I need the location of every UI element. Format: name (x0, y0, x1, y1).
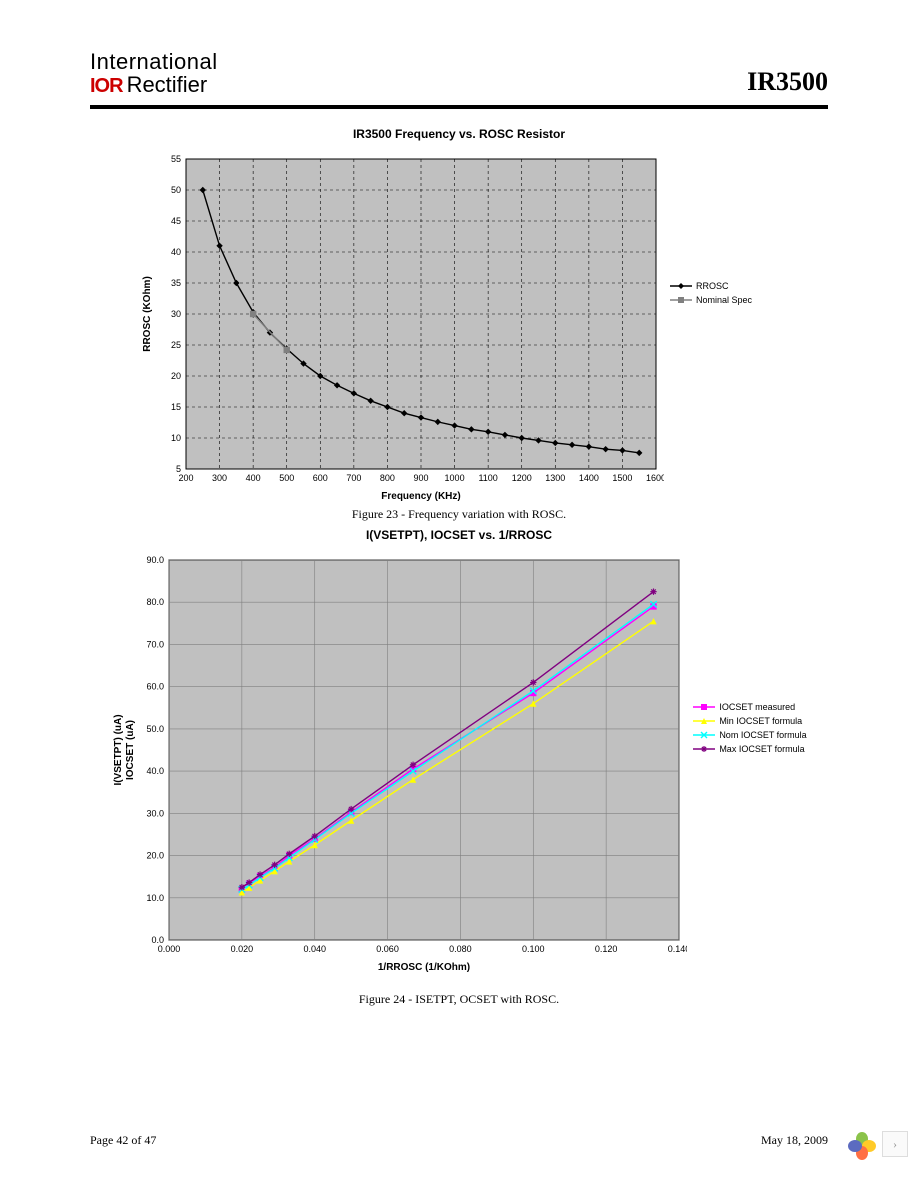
svg-text:600: 600 (313, 473, 328, 483)
svg-text:50.0: 50.0 (147, 724, 165, 734)
legend-item: IOCSET measured (693, 702, 806, 712)
svg-text:800: 800 (380, 473, 395, 483)
svg-text:30: 30 (171, 309, 181, 319)
svg-text:1600: 1600 (646, 473, 664, 483)
legend-label: RROSC (696, 281, 729, 291)
company-logo: International IOR Rectifier (90, 50, 218, 97)
legend-item: RROSC (670, 281, 780, 291)
logo-rectifier: Rectifier (127, 73, 208, 96)
svg-text:0.040: 0.040 (304, 944, 327, 954)
svg-text:70.0: 70.0 (147, 640, 165, 650)
svg-text:0.000: 0.000 (158, 944, 181, 954)
legend-item: Nominal Spec (670, 295, 780, 305)
svg-text:60.0: 60.0 (147, 682, 165, 692)
svg-text:80.0: 80.0 (147, 597, 165, 607)
svg-text:0.100: 0.100 (522, 944, 545, 954)
footer-date: May 18, 2009 (761, 1133, 828, 1148)
svg-text:40: 40 (171, 247, 181, 257)
legend-item: Nom IOCSET formula (693, 730, 806, 740)
svg-text:1/RROSC (1/KOhm): 1/RROSC (1/KOhm) (378, 962, 470, 973)
legend-label: Min IOCSET formula (719, 716, 802, 726)
logo-ior: IOR (90, 76, 123, 97)
chart2-legend: IOCSET measured Min IOCSET formula Nom IOC… (693, 702, 806, 758)
svg-text:0.060: 0.060 (377, 944, 400, 954)
chart2-title: I(VSETPT), IOCSET vs. 1/RROSC (90, 528, 828, 542)
svg-text:55: 55 (171, 154, 181, 164)
svg-text:1100: 1100 (478, 473, 497, 483)
legend-label: Nominal Spec (696, 295, 752, 305)
svg-text:200: 200 (178, 473, 193, 483)
svg-text:500: 500 (279, 473, 294, 483)
svg-text:10.0: 10.0 (147, 893, 165, 903)
header-rule (90, 105, 828, 109)
svg-text:40.0: 40.0 (147, 766, 165, 776)
svg-text:50: 50 (171, 185, 181, 195)
svg-text:35: 35 (171, 278, 181, 288)
legend-label: IOCSET measured (719, 702, 795, 712)
page-header: International IOR Rectifier IR3500 (90, 50, 828, 97)
chevron-right-icon: › (893, 1137, 897, 1152)
chart1-legend: RROSC Nominal Spec (670, 281, 780, 309)
svg-text:0.120: 0.120 (595, 944, 618, 954)
svg-text:0.0: 0.0 (152, 935, 165, 945)
svg-text:Frequency (KHz): Frequency (KHz) (381, 491, 460, 502)
legend-item: Min IOCSET formula (693, 716, 806, 726)
chart1-caption: Figure 23 - Frequency variation with ROS… (90, 507, 828, 522)
svg-text:0.140: 0.140 (668, 944, 687, 954)
svg-text:20.0: 20.0 (147, 851, 165, 861)
flower-icon[interactable] (848, 1130, 876, 1158)
svg-text:25: 25 (171, 340, 181, 350)
svg-text:10: 10 (171, 433, 181, 443)
svg-text:1200: 1200 (512, 473, 532, 483)
svg-text:45: 45 (171, 216, 181, 226)
legend-item: Max IOCSET formula (693, 744, 806, 754)
svg-text:700: 700 (346, 473, 361, 483)
page-footer: Page 42 of 47 May 18, 2009 (90, 1133, 828, 1148)
logo-line1: International (90, 50, 218, 73)
svg-text:90.0: 90.0 (147, 555, 165, 565)
svg-text:900: 900 (413, 473, 428, 483)
chart2-plot: 0.000 0.020 0.040 0.060 0.080 0.100 0.120 0.140… (111, 552, 687, 980)
page-number: Page 42 of 47 (90, 1133, 156, 1148)
svg-text:400: 400 (246, 473, 261, 483)
legend-label: Max IOCSET formula (719, 744, 804, 754)
svg-text:1000: 1000 (445, 473, 465, 483)
svg-text:1300: 1300 (545, 473, 565, 483)
chart2-container: 0.000 0.020 0.040 0.060 0.080 0.100 0.120 0.140… (90, 552, 828, 980)
svg-text:5: 5 (176, 464, 181, 474)
svg-text:0.080: 0.080 (449, 944, 472, 954)
part-number: IR3500 (747, 67, 828, 97)
chart1-plot: 200 300 400 500 600 700 800 900 1000 1100 1200 1300… (138, 151, 664, 503)
svg-text:20: 20 (171, 371, 181, 381)
next-page-button[interactable]: › (882, 1131, 908, 1157)
svg-text:RROSC (KOhm): RROSC (KOhm) (142, 276, 153, 352)
svg-text:30.0: 30.0 (147, 808, 165, 818)
legend-label: Nom IOCSET formula (719, 730, 806, 740)
svg-text:300: 300 (212, 473, 227, 483)
svg-text:1500: 1500 (612, 473, 632, 483)
chart1-title: IR3500 Frequency vs. ROSC Resistor (90, 127, 828, 141)
svg-text:IOCSET (uA): IOCSET (uA) (125, 720, 136, 780)
svg-text:15: 15 (171, 402, 181, 412)
svg-text:0.020: 0.020 (231, 944, 254, 954)
svg-text:I(VSETPT) (uA): I(VSETPT) (uA) (113, 715, 124, 786)
svg-text:1400: 1400 (579, 473, 599, 483)
chart2-caption: Figure 24 - ISETPT, OCSET with ROSC. (90, 992, 828, 1007)
chart1-container: 200 300 400 500 600 700 800 900 1000 1100 1200 1300… (90, 151, 828, 503)
viewer-corner-widget: › (848, 1130, 908, 1158)
